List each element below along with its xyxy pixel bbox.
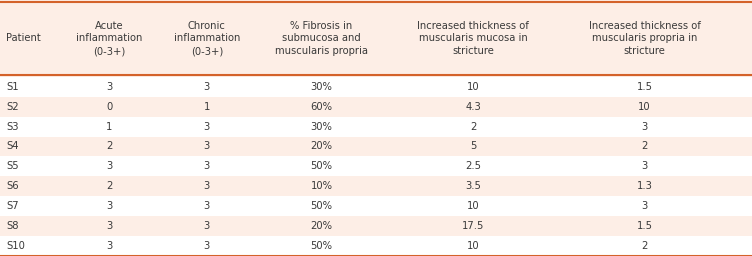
- Text: 2: 2: [106, 142, 112, 152]
- Text: 20%: 20%: [311, 142, 332, 152]
- Text: 1.5: 1.5: [636, 82, 653, 92]
- Text: 10: 10: [638, 102, 650, 112]
- Text: 3: 3: [204, 161, 210, 172]
- Bar: [0, 0, 752, 77]
- Text: 3: 3: [106, 201, 112, 211]
- Text: 1.3: 1.3: [636, 181, 653, 191]
- Text: 3: 3: [106, 241, 112, 251]
- Text: 1.5: 1.5: [636, 221, 653, 231]
- Text: 50%: 50%: [311, 161, 332, 172]
- Text: % Fibrosis in
submucosa and
muscularis propria: % Fibrosis in submucosa and muscularis p…: [275, 20, 368, 56]
- Text: 1: 1: [106, 122, 112, 132]
- Text: 20%: 20%: [311, 221, 332, 231]
- Text: 2: 2: [641, 241, 647, 251]
- Text: Increased thickness of
muscularis propria in
stricture: Increased thickness of muscularis propri…: [589, 20, 700, 56]
- Text: 2.5: 2.5: [465, 161, 481, 172]
- Text: 60%: 60%: [311, 102, 332, 112]
- Text: 3: 3: [204, 82, 210, 92]
- Bar: [0, 216, 752, 236]
- Text: S6: S6: [6, 181, 19, 191]
- Bar: [0, 117, 752, 136]
- Text: 50%: 50%: [311, 241, 332, 251]
- Text: 30%: 30%: [311, 122, 332, 132]
- Text: 5: 5: [470, 142, 476, 152]
- Bar: [0, 196, 752, 216]
- Text: S2: S2: [6, 102, 19, 112]
- Text: 2: 2: [470, 122, 476, 132]
- Text: S8: S8: [6, 221, 19, 231]
- Text: 3: 3: [204, 241, 210, 251]
- Bar: [0, 236, 752, 256]
- Text: 3: 3: [106, 82, 112, 92]
- Text: 3: 3: [641, 122, 647, 132]
- Text: S1: S1: [6, 82, 19, 92]
- Text: 3: 3: [204, 122, 210, 132]
- Text: S5: S5: [6, 161, 19, 172]
- Text: S3: S3: [6, 122, 19, 132]
- Text: 50%: 50%: [311, 201, 332, 211]
- Bar: [0, 97, 752, 117]
- Text: 3: 3: [106, 161, 112, 172]
- Text: 3: 3: [204, 181, 210, 191]
- Text: Increased thickness of
muscularis mucosa in
stricture: Increased thickness of muscularis mucosa…: [417, 20, 529, 56]
- Text: S4: S4: [6, 142, 19, 152]
- Text: 3: 3: [204, 221, 210, 231]
- Text: 2: 2: [106, 181, 112, 191]
- Bar: [0, 136, 752, 156]
- Text: Patient: Patient: [6, 33, 41, 44]
- Text: 10: 10: [467, 82, 479, 92]
- Bar: [0, 176, 752, 196]
- Text: 10: 10: [467, 201, 479, 211]
- Text: 10: 10: [467, 241, 479, 251]
- Text: 3.5: 3.5: [465, 181, 481, 191]
- Text: 3: 3: [106, 221, 112, 231]
- Text: S10: S10: [6, 241, 25, 251]
- Text: S7: S7: [6, 201, 19, 211]
- Text: 3: 3: [204, 201, 210, 211]
- Bar: [0, 77, 752, 97]
- Text: Chronic
inflammation
(0-3+): Chronic inflammation (0-3+): [174, 20, 240, 56]
- Bar: [0, 156, 752, 176]
- Text: 0: 0: [106, 102, 112, 112]
- Text: 17.5: 17.5: [462, 221, 484, 231]
- Text: 30%: 30%: [311, 82, 332, 92]
- Text: 3: 3: [641, 201, 647, 211]
- Text: 3: 3: [204, 142, 210, 152]
- Text: 2: 2: [641, 142, 647, 152]
- Text: 4.3: 4.3: [465, 102, 481, 112]
- Text: Acute
inflammation
(0-3+): Acute inflammation (0-3+): [76, 20, 142, 56]
- Text: 10%: 10%: [311, 181, 332, 191]
- Text: 3: 3: [641, 161, 647, 172]
- Text: 1: 1: [204, 102, 210, 112]
